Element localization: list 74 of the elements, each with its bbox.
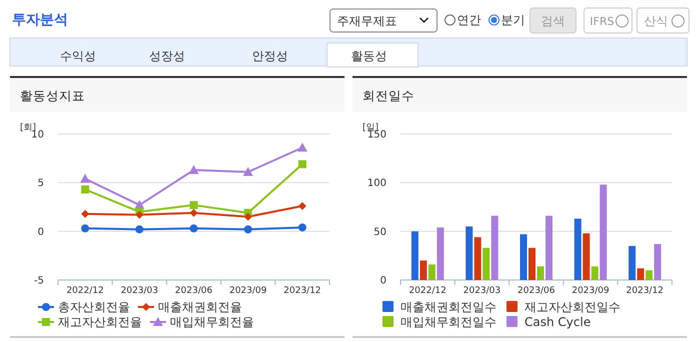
legend-label: 매출채권회전일수 xyxy=(400,300,496,314)
bar xyxy=(420,260,427,280)
point xyxy=(188,165,199,174)
text: 활동성 xyxy=(351,49,387,63)
point xyxy=(135,210,144,219)
x-tick-label: 2023/03 xyxy=(120,286,158,296)
point xyxy=(190,224,198,232)
text: IFRS xyxy=(590,15,614,28)
y-tick-label: -5 xyxy=(34,276,44,286)
point xyxy=(190,208,198,217)
bar xyxy=(600,184,607,280)
x-tick-label: 2023/12 xyxy=(626,286,664,296)
x-tick-label: 2022/12 xyxy=(408,286,446,296)
legend-label: 매출채권회전율 xyxy=(158,300,242,314)
text: 주재무제표 xyxy=(337,14,397,28)
point xyxy=(244,225,252,234)
point xyxy=(298,160,306,168)
bar xyxy=(428,264,436,280)
y-tick-label: 100 xyxy=(367,178,386,190)
text: 연간 xyxy=(457,13,481,27)
text: 수익성 xyxy=(60,49,96,63)
point xyxy=(243,166,254,176)
bar xyxy=(546,216,552,280)
legend-label: 재고자산회전율 xyxy=(58,315,142,329)
chart-title: 활동성지표 xyxy=(20,88,85,103)
text: 분기 xyxy=(501,13,525,27)
point xyxy=(244,212,252,221)
x-tick-label: 2023/06 xyxy=(518,286,556,296)
bar xyxy=(466,226,473,280)
bar xyxy=(482,248,490,280)
bar xyxy=(528,248,536,280)
y-tick-label: 5 xyxy=(38,178,44,190)
point xyxy=(297,142,308,152)
bar xyxy=(537,266,544,280)
bar xyxy=(637,268,644,280)
bar xyxy=(574,218,582,280)
bar xyxy=(582,233,590,280)
x-tick-label: 2022/12 xyxy=(66,286,104,296)
point xyxy=(135,225,144,234)
y-tick-label: 0 xyxy=(38,226,44,238)
legend-label: 총자산회전율 xyxy=(58,300,130,314)
bar xyxy=(411,231,418,280)
chart-title: 회전일수 xyxy=(362,88,414,103)
bar xyxy=(436,227,444,280)
bar xyxy=(591,266,598,280)
legend-label: Cash Cycle xyxy=(524,315,591,329)
x-tick-label: 2023/09 xyxy=(572,286,610,296)
x-tick-label: 2023/03 xyxy=(463,286,501,296)
text: 산식 xyxy=(644,14,668,28)
point xyxy=(190,201,198,210)
bar xyxy=(646,270,653,280)
legend-label: 재고자산회전일수 xyxy=(524,300,620,314)
text: 투자분석 xyxy=(12,12,68,28)
x-tick-label: 2023/06 xyxy=(175,286,213,296)
bar xyxy=(628,246,636,280)
point xyxy=(298,202,306,210)
legend-label: 매입채무회전율 xyxy=(170,315,254,329)
x-tick-label: 2023/12 xyxy=(284,286,322,296)
bar xyxy=(520,234,527,280)
text: 검색 xyxy=(541,14,565,28)
bar xyxy=(491,216,498,280)
y-tick-label: 0 xyxy=(380,276,386,286)
x-tick-label: 2023/09 xyxy=(229,286,268,296)
point xyxy=(80,174,90,183)
point xyxy=(81,185,90,194)
point xyxy=(81,210,90,218)
bar xyxy=(654,244,662,280)
y-tick-label: 50 xyxy=(374,226,386,238)
legend-label: 매입채무회전일수 xyxy=(400,315,496,329)
point xyxy=(81,224,90,232)
point xyxy=(298,223,306,232)
text: 성장성 xyxy=(149,49,185,63)
bar xyxy=(474,237,482,280)
text: 안정성 xyxy=(252,49,288,63)
